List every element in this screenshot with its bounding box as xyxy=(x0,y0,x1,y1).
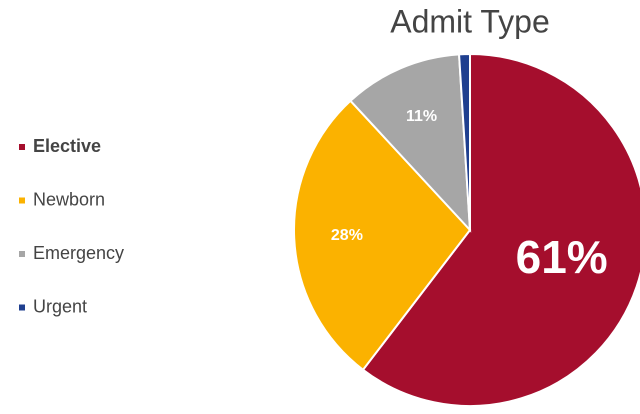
legend-label: Newborn xyxy=(33,189,105,209)
data-label: 28% xyxy=(331,227,363,244)
pie-slice xyxy=(457,52,471,231)
legend-label: Emergency xyxy=(33,243,124,263)
legend-label: Elective xyxy=(33,136,101,156)
pie-slice xyxy=(361,52,640,407)
chart-title: Admit Type xyxy=(390,3,549,39)
legend-swatch xyxy=(19,144,25,150)
legend-swatch xyxy=(19,304,25,311)
legend-label: Urgent xyxy=(33,296,87,316)
data-label: 11% xyxy=(406,108,437,125)
pie-slice xyxy=(293,99,472,372)
pie-slice xyxy=(349,53,472,233)
legend-swatch xyxy=(19,197,25,204)
data-label: 61% xyxy=(516,231,608,283)
legend-swatch xyxy=(19,251,25,257)
